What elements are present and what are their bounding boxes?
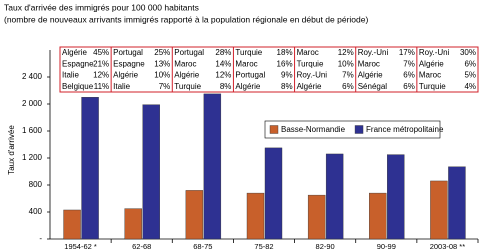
y-tick-label: - bbox=[39, 234, 42, 243]
table-country: Turquie bbox=[174, 82, 201, 91]
table-share: 30% bbox=[460, 48, 476, 57]
table-country: Maroc bbox=[358, 59, 380, 68]
bar bbox=[142, 104, 160, 240]
y-tick-label: 2 000 bbox=[22, 99, 43, 108]
table-country: Espagne bbox=[113, 59, 145, 68]
table-share: 7% bbox=[403, 59, 415, 68]
legend-swatch bbox=[269, 125, 279, 134]
bar bbox=[369, 192, 387, 240]
bar bbox=[307, 194, 326, 240]
y-tick-label: 800 bbox=[29, 180, 43, 189]
x-tick-label: 2003-08 ** bbox=[430, 242, 466, 251]
table-country: Italie bbox=[113, 82, 130, 91]
table-share: 11% bbox=[94, 82, 109, 91]
x-tick-label: 1954-62 * bbox=[64, 242, 97, 251]
table-country: Portugal bbox=[235, 71, 265, 80]
bar bbox=[430, 180, 448, 240]
y-tick-label: 400 bbox=[29, 207, 43, 216]
y-tick-label: 1 600 bbox=[22, 126, 43, 135]
y-axis-label: Taux d'arrivée bbox=[7, 125, 16, 175]
table-share: 12% bbox=[215, 71, 231, 80]
bar bbox=[81, 97, 99, 240]
table-country: Italie bbox=[62, 71, 79, 80]
bar bbox=[448, 166, 466, 240]
table-country: Algérie bbox=[419, 59, 444, 68]
legend-label: France métropolitaine bbox=[366, 125, 444, 134]
table-share: 8% bbox=[220, 82, 232, 91]
table-country: Belgique bbox=[62, 82, 94, 91]
bar bbox=[264, 147, 283, 240]
table-country: Portugal bbox=[174, 48, 204, 57]
x-tick-label: 75-82 bbox=[254, 242, 273, 251]
table-frame bbox=[59, 46, 479, 93]
table-country: Maroc bbox=[174, 59, 196, 68]
table-share: 8% bbox=[281, 82, 293, 91]
legend-swatch bbox=[354, 125, 364, 134]
x-tick-label: 82-90 bbox=[316, 242, 335, 251]
bar bbox=[387, 154, 405, 240]
bar bbox=[124, 208, 142, 240]
table-share: 45% bbox=[93, 48, 109, 57]
table-country: Turquie bbox=[419, 82, 446, 91]
table-share: 10% bbox=[154, 71, 170, 80]
chart-subtitle: (nombre de nouveaux arrivants immigrés r… bbox=[4, 14, 368, 24]
table-share: 6% bbox=[464, 59, 476, 68]
table-country: Maroc bbox=[235, 59, 257, 68]
bar bbox=[203, 93, 222, 240]
table-share: 18% bbox=[277, 48, 293, 57]
table-share: 12% bbox=[338, 48, 354, 57]
y-tick-label: 2 400 bbox=[22, 72, 43, 81]
table-share: 14% bbox=[215, 59, 231, 68]
table-country: Turquie bbox=[297, 59, 324, 68]
table-country: Maroc bbox=[297, 48, 319, 57]
table-share: 4% bbox=[464, 82, 476, 91]
table-share: 9% bbox=[281, 71, 293, 80]
table-share: 7% bbox=[342, 71, 354, 80]
table-country: Maroc bbox=[419, 71, 441, 80]
table-share: 7% bbox=[159, 82, 171, 91]
bar bbox=[63, 209, 81, 240]
table-country: Roy.-Uni bbox=[297, 71, 328, 80]
table-country: Sénégal bbox=[358, 82, 388, 91]
table-share: 6% bbox=[342, 82, 354, 91]
table-share: 28% bbox=[215, 48, 231, 57]
table-share: 25% bbox=[154, 48, 170, 57]
bar bbox=[325, 153, 344, 240]
bar bbox=[246, 192, 265, 240]
table-share: 5% bbox=[464, 71, 476, 80]
table-country: Algérie bbox=[113, 71, 138, 80]
table-country: Algérie bbox=[297, 82, 322, 91]
x-tick-label: 68-75 bbox=[193, 242, 212, 251]
table-share: 13% bbox=[154, 59, 170, 68]
table-country: Algérie bbox=[174, 71, 199, 80]
table-country: Algérie bbox=[62, 48, 87, 57]
table-share: 17% bbox=[399, 48, 415, 57]
table-share: 10% bbox=[338, 59, 354, 68]
table-country: Portugal bbox=[113, 48, 143, 57]
table-country: Algérie bbox=[358, 71, 383, 80]
table-country: Roy.-Uni bbox=[419, 48, 450, 57]
legend-label: Basse-Normandie bbox=[281, 125, 346, 134]
table-country: Roy.-Uni bbox=[358, 48, 389, 57]
table-country: Espagne bbox=[62, 59, 94, 68]
x-tick-label: 90-99 bbox=[377, 242, 396, 251]
table-share: 16% bbox=[277, 59, 293, 68]
y-tick-label: 1 200 bbox=[22, 153, 43, 162]
table-share: 6% bbox=[403, 71, 415, 80]
x-tick-label: 62-68 bbox=[132, 242, 151, 251]
table-country: Algérie bbox=[235, 82, 260, 91]
chart-title: Taux d'arrivée des immigrés pour 100 000… bbox=[4, 2, 199, 12]
table-share: 6% bbox=[403, 82, 415, 91]
table-share: 12% bbox=[93, 71, 109, 80]
legend-frame bbox=[264, 120, 441, 139]
table-country: Turquie bbox=[235, 48, 262, 57]
bar bbox=[185, 190, 204, 240]
table-share: 21% bbox=[93, 59, 109, 68]
